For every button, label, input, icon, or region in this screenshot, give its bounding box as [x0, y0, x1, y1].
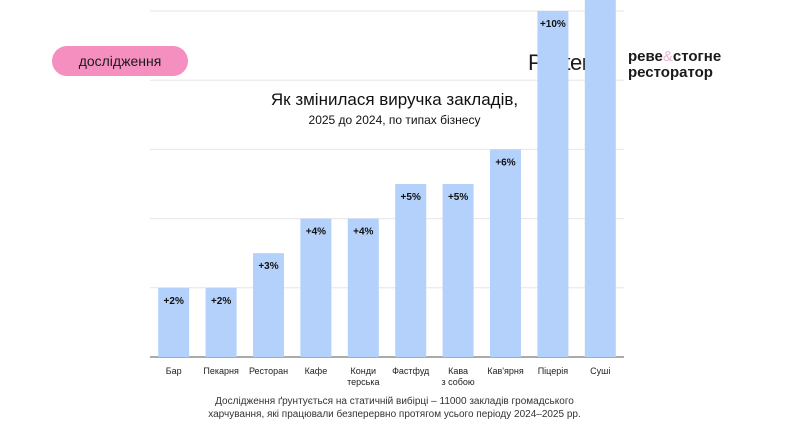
data-label-2: +3% — [258, 261, 278, 272]
category-label-6-0: Кава — [448, 366, 468, 376]
category-label-0: Бар — [166, 366, 182, 376]
category-label-4-1: терська — [347, 377, 379, 387]
logo-word-restorator: ресторатор — [628, 64, 713, 81]
data-label-4: +4% — [353, 227, 373, 238]
bar-3 — [300, 218, 332, 357]
category-label-2: Ресторан — [249, 366, 288, 376]
category-label-3: Кафе — [305, 366, 328, 376]
footnote-line-2: харчування, які працювали безперервно пр… — [208, 409, 581, 420]
data-label-8: +10% — [540, 19, 566, 30]
data-label-3: +4% — [306, 227, 326, 238]
category-label-9: Суші — [590, 366, 610, 376]
footnote-line-1: Дослідження ґрунтується на статичній виб… — [215, 396, 574, 407]
data-label-5: +5% — [401, 192, 421, 203]
logo-word-stogne: стогне — [672, 48, 722, 65]
bar-8 — [537, 11, 569, 357]
category-label-5: Фастфуд — [392, 366, 430, 376]
bar-9 — [584, 0, 616, 358]
footnote: Дослідження ґрунтується на статичній виб… — [0, 395, 789, 421]
logo-word-reve: реве — [628, 48, 663, 65]
bar-7 — [490, 149, 521, 357]
reve-stogne-restorator-logo: реве&стогне ресторатор — [628, 49, 721, 81]
bar-2 — [253, 253, 284, 357]
category-label-4-0: Конди — [351, 366, 377, 376]
research-badge: дослідження — [52, 46, 188, 76]
category-label-6-1: з собою — [442, 377, 475, 387]
bar-5 — [395, 184, 427, 357]
data-label-1: +2% — [211, 296, 231, 307]
category-label-1: Пекарня — [203, 366, 239, 376]
bar-4 — [347, 218, 379, 357]
category-label-7: Кав'ярня — [487, 366, 524, 376]
data-label-0: +2% — [164, 296, 184, 307]
category-label-8: Піцерія — [538, 366, 569, 376]
chart-title: Як змінилася виручка закладів, — [270, 90, 519, 109]
bar-1 — [205, 287, 237, 357]
logo-ampersand: & — [662, 48, 673, 65]
chart-subtitle: 2025 до 2024, по типах бізнесу — [308, 113, 481, 127]
data-label-7: +6% — [495, 157, 515, 168]
bar-0 — [158, 287, 190, 357]
bar-6 — [442, 184, 474, 357]
data-label-6: +5% — [448, 192, 468, 203]
